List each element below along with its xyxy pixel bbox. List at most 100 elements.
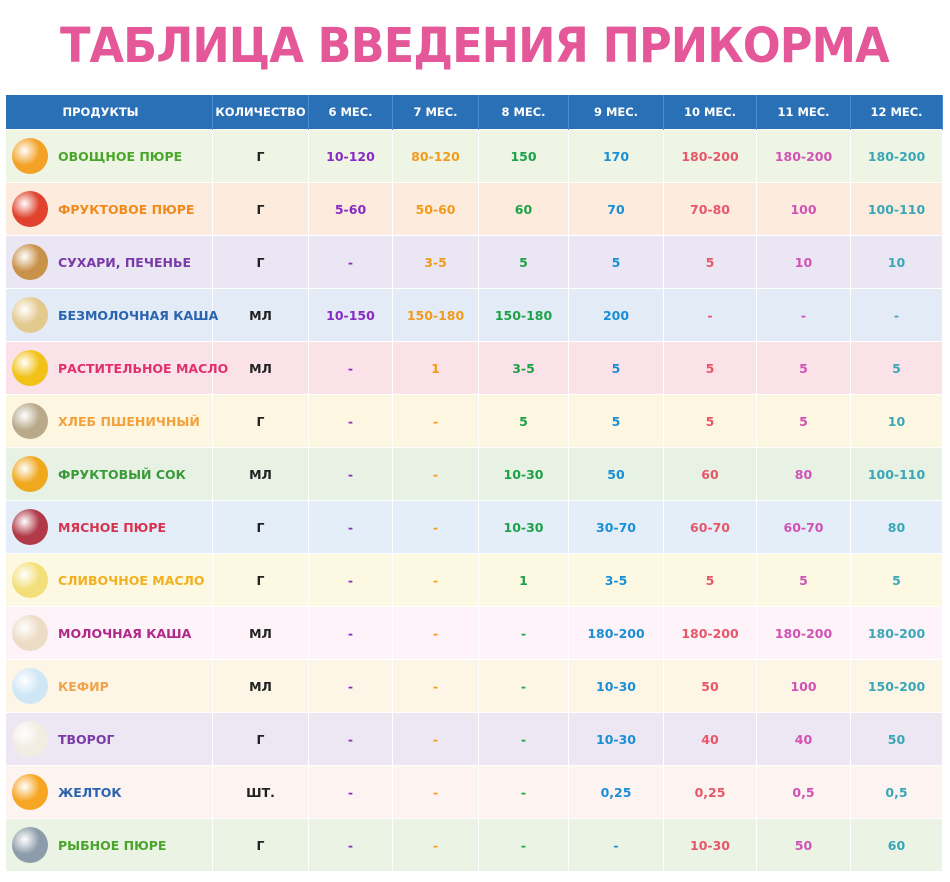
amount-6-months: 5-60 [308, 182, 393, 236]
product-name-cell: РЫБНОЕ ПЮРЕ [5, 818, 213, 872]
fruit-puree-jar-icon [12, 191, 48, 227]
amount-8-months: 3-5 [478, 341, 569, 395]
table-row: РЫБНОЕ ПЮРЕ Г - - - -10-30 50 60 [5, 818, 943, 872]
table-row: БЕЗМОЛОЧНАЯ КАША МЛ 10-150 150-180 150-180 20… [5, 288, 943, 342]
header-products: ПРОДУКТЫ [5, 95, 213, 130]
amount-9-months: 70 [568, 182, 664, 236]
product-name: ТВОРОГ [58, 731, 115, 747]
amount-7-months: - [392, 553, 479, 607]
table-row: РАСТИТЕЛЬНОЕ МАСЛО МЛ -1 3-5 5 5 5 5 [5, 341, 943, 395]
product-name-cell: БЕЗМОЛОЧНАЯ КАША [5, 288, 218, 342]
amount-6-months: 10-150 [308, 288, 393, 342]
amount-9-months: 180-200 [568, 606, 664, 660]
amount-6-months: - [308, 765, 393, 819]
amount-11-months: 100 [756, 182, 851, 236]
amount-11-months: - [756, 288, 851, 342]
amount-10-months: 5 [663, 553, 757, 607]
amount-8-months: 5 [478, 235, 569, 289]
dairy-free-porridge-icon [12, 297, 48, 333]
amount-7-months: - [392, 818, 479, 872]
amount-11-months: 180-200 [756, 606, 851, 660]
product-name-cell: ТВОРОГ [5, 712, 213, 766]
amount-7-months: - [392, 394, 479, 448]
amount-11-months: 5 [756, 553, 851, 607]
amount-12-months: 5 [850, 553, 943, 607]
table-header-row: ПРОДУКТЫ КОЛИЧЕСТВО 6 МЕС. 7 МЕС. 8 МЕС.… [5, 95, 943, 130]
amount-12-months: 100-110 [850, 447, 943, 501]
header-8-months: 8 МЕС. [478, 95, 569, 130]
product-name-cell: ФРУКТОВОЕ ПЮРЕ [5, 182, 213, 236]
amount-6-months: - [308, 553, 393, 607]
amount-10-months: 60 [663, 447, 757, 501]
quantity-unit: Г [212, 394, 309, 448]
quantity-unit: МЛ [212, 341, 309, 395]
amount-7-months: - [392, 659, 479, 713]
quantity-unit: Г [212, 235, 309, 289]
amount-10-months: 40 [663, 712, 757, 766]
product-name-cell: ФРУКТОВЫЙ СОК [5, 447, 213, 501]
product-name: РЫБНОЕ ПЮРЕ [58, 837, 167, 853]
header-10-months: 10 МЕС. [663, 95, 757, 130]
quantity-unit: Г [212, 182, 309, 236]
product-name-cell: ОВОЩНОЕ ПЮРЕ [5, 129, 213, 183]
amount-8-months: - [478, 712, 569, 766]
amount-10-months: 180-200 [663, 129, 757, 183]
amount-11-months: 60-70 [756, 500, 851, 554]
header-quantity: КОЛИЧЕСТВО [212, 95, 309, 130]
quantity-unit: Г [212, 818, 309, 872]
amount-7-months: - [392, 500, 479, 554]
amount-8-months: 150-180 [478, 288, 569, 342]
quantity-unit: Г [212, 712, 309, 766]
table-row: ФРУКТОВОЕ ПЮРЕ Г 5-60 50-60 60 70 70-80 100 100-… [5, 182, 943, 236]
amount-9-months: 5 [568, 341, 664, 395]
amount-7-months: - [392, 447, 479, 501]
amount-6-months: - [308, 659, 393, 713]
product-name: БЕЗМОЛОЧНАЯ КАША [58, 307, 219, 323]
vegetable-puree-icon [12, 138, 48, 174]
amount-9-months: 3-5 [568, 553, 664, 607]
quantity-unit: Г [212, 500, 309, 554]
amount-12-months: 0,5 [850, 765, 943, 819]
amount-12-months: 150-200 [850, 659, 943, 713]
product-name: МОЛОЧНАЯ КАША [58, 625, 192, 641]
product-name: ФРУКТОВОЕ ПЮРЕ [58, 201, 195, 217]
amount-12-months: 10 [850, 235, 943, 289]
amount-11-months: 180-200 [756, 129, 851, 183]
product-name-cell: СУХАРИ, ПЕЧЕНЬЕ [5, 235, 213, 289]
amount-11-months: 100 [756, 659, 851, 713]
table-row: СЛИВОЧНОЕ МАСЛО Г - -1 3-5 5 5 5 [5, 553, 943, 607]
header-6-months: 6 МЕС. [308, 95, 393, 130]
fruit-juice-jar-icon [12, 456, 48, 492]
amount-7-months: 1 [392, 341, 479, 395]
amount-10-months: 70-80 [663, 182, 757, 236]
header-9-months: 9 МЕС. [568, 95, 664, 130]
amount-11-months: 5 [756, 341, 851, 395]
header-11-months: 11 МЕС. [756, 95, 851, 130]
table-row: ХЛЕБ ПШЕНИЧНЫЙ Г - -5 5 5 5 10 [5, 394, 943, 448]
table-row: СУХАРИ, ПЕЧЕНЬЕ Г -3-5 5 5 5 10 10 [5, 235, 943, 289]
amount-12-months: 80 [850, 500, 943, 554]
amount-10-months: - [663, 288, 757, 342]
quantity-unit: ШТ. [212, 765, 309, 819]
amount-7-months: - [392, 712, 479, 766]
amount-10-months: 5 [663, 394, 757, 448]
header-7-months: 7 МЕС. [392, 95, 479, 130]
amount-7-months: - [392, 606, 479, 660]
amount-12-months: 50 [850, 712, 943, 766]
product-name: ОВОЩНОЕ ПЮРЕ [58, 148, 183, 164]
product-name-cell: ЖЕЛТОК [5, 765, 213, 819]
milk-porridge-icon [12, 615, 48, 651]
quantity-unit: МЛ [212, 606, 309, 660]
feeding-table: ПРОДУКТЫ КОЛИЧЕСТВО 6 МЕС. 7 МЕС. 8 МЕС.… [5, 95, 943, 872]
amount-11-months: 0,5 [756, 765, 851, 819]
amount-6-months: - [308, 818, 393, 872]
quantity-unit: МЛ [212, 447, 309, 501]
amount-6-months: - [308, 500, 393, 554]
amount-9-months: 30-70 [568, 500, 664, 554]
amount-6-months: - [308, 235, 393, 289]
product-name-cell: МОЛОЧНАЯ КАША [5, 606, 213, 660]
product-name-cell: МЯСНОЕ ПЮРЕ [5, 500, 213, 554]
product-name: ХЛЕБ ПШЕНИЧНЫЙ [58, 413, 200, 429]
amount-8-months: - [478, 765, 569, 819]
amount-10-months: 50 [663, 659, 757, 713]
